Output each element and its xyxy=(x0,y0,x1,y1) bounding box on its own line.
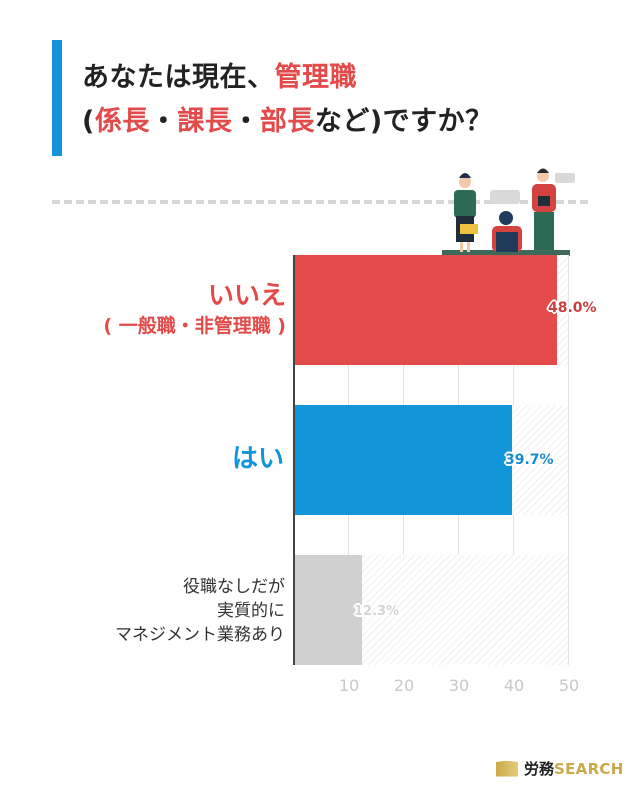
category-line: 役職なしだが xyxy=(183,577,285,597)
category-main: はい xyxy=(231,444,284,474)
logo-book-icon xyxy=(496,760,518,777)
value-label: 39.7% xyxy=(505,452,554,468)
office-people-illustration-icon xyxy=(442,168,575,256)
title-highlight: 部長 xyxy=(259,106,315,137)
category-label-yes: はい xyxy=(232,443,284,475)
title-accent-bar xyxy=(52,40,62,156)
dashed-divider xyxy=(52,200,588,204)
category-line: マネジメント業務あり xyxy=(115,625,285,645)
x-tick: 10 xyxy=(338,676,360,695)
title-line-2: (係長・課長・部長など)ですか？ xyxy=(82,100,493,144)
category-label-no: いいえ ( 一般職・非管理職 ) xyxy=(103,280,286,340)
category-label-de-facto: 役職なしだが 実質的に マネジメント業務あり xyxy=(115,575,285,647)
y-axis-line xyxy=(293,255,295,665)
bar-yes xyxy=(295,405,512,515)
logo-text-en: SEARCH xyxy=(554,759,624,778)
category-main: いいえ xyxy=(207,281,286,311)
x-tick: 40 xyxy=(503,676,525,695)
category-sub: ( 一般職・非管理職 ) xyxy=(103,315,286,337)
title-line-1: あなたは現在、管理職 xyxy=(82,56,493,100)
x-tick: 30 xyxy=(448,676,470,695)
gridline xyxy=(568,255,569,665)
title-text: など)ですか？ xyxy=(314,106,493,137)
title-highlight: 管理職 xyxy=(274,62,357,93)
title-highlight: 係長 xyxy=(94,106,150,137)
bar-no xyxy=(295,255,557,365)
brand-logo: 労務 SEARCH xyxy=(496,758,624,779)
title-text: あなたは現在、 xyxy=(82,62,275,93)
value-label: 48.0% xyxy=(548,300,597,316)
bar-de-facto-manager xyxy=(295,555,362,665)
x-tick: 50 xyxy=(558,676,580,695)
title-separator: ・ xyxy=(149,106,178,137)
title-highlight: 課長 xyxy=(177,106,233,137)
title-separator: ・ xyxy=(232,106,260,137)
x-tick: 20 xyxy=(393,676,415,695)
logo-text-jp: 労務 xyxy=(524,760,555,778)
page-title: あなたは現在、管理職 (係長・課長・部長など)ですか？ xyxy=(82,56,493,144)
value-label: 12.3% xyxy=(354,604,400,619)
category-line: 実質的に xyxy=(217,601,285,621)
title-paren: ( xyxy=(82,106,95,137)
